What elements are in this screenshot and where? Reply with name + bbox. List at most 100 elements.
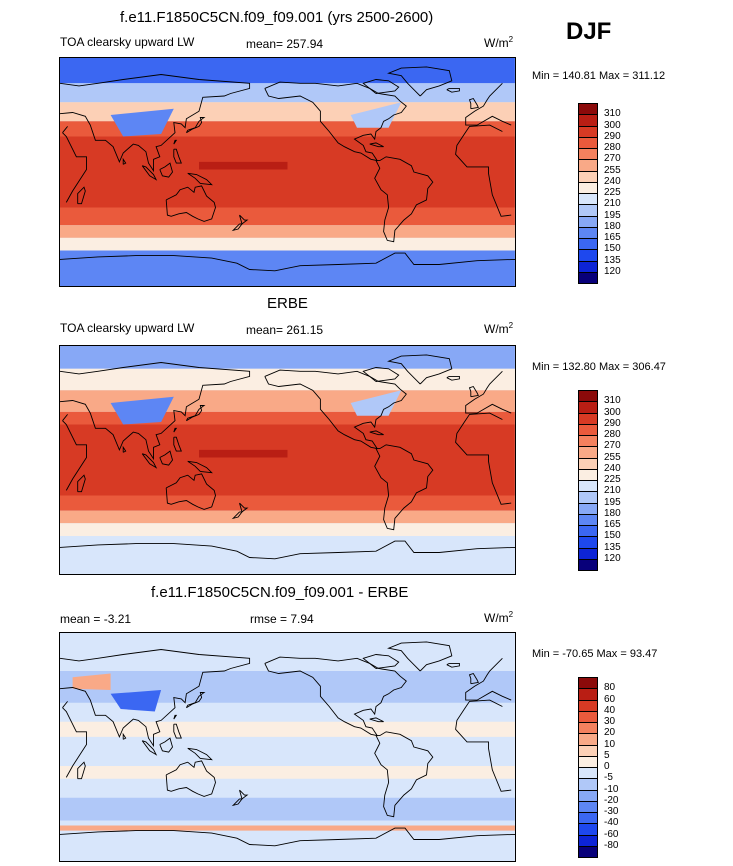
coastline-madagascar bbox=[77, 474, 86, 493]
colorbar-tick-label: 270 bbox=[604, 153, 621, 165]
coastline-philippines bbox=[173, 723, 182, 739]
field-band bbox=[60, 207, 515, 226]
panel1-colorbar: 120 135 150 165 180 195 210 225 240 255 270 280 290 3… bbox=[578, 103, 638, 284]
colorbar-tick-label: 310 bbox=[604, 395, 621, 407]
field-band bbox=[60, 390, 515, 412]
coastline-antarctica bbox=[60, 827, 515, 847]
coastline-newzealand bbox=[239, 214, 249, 225]
colorbar-segment bbox=[578, 558, 598, 571]
coastline-greenland bbox=[387, 354, 453, 385]
colorbar-tick-label: 120 bbox=[604, 265, 621, 277]
coastline-taiwan bbox=[173, 714, 178, 720]
panel1-minmax: Min = 140.81 Max = 311.12 bbox=[532, 70, 666, 82]
panel2-map bbox=[59, 345, 516, 575]
panel2-units-label: W/m2 bbox=[484, 321, 513, 336]
colorbar-tick-label: 0 bbox=[604, 761, 610, 772]
colorbar-tick-label: 120 bbox=[604, 552, 621, 564]
map-svg bbox=[60, 58, 515, 286]
coastline-baffin bbox=[362, 367, 400, 382]
field-patch-namerica bbox=[350, 102, 402, 128]
coastline-africa bbox=[62, 124, 512, 217]
panel2-title: ERBE bbox=[267, 295, 308, 312]
coastline-iceland bbox=[446, 87, 460, 93]
colorbar-tick-label: 180 bbox=[604, 220, 621, 232]
field-patch-tibet bbox=[110, 396, 174, 425]
colorbar-tick-label: 5 bbox=[604, 749, 610, 761]
colorbar-tick-label: 280 bbox=[604, 142, 621, 153]
field-patch-tibet bbox=[110, 690, 162, 712]
coastline-cuba bbox=[369, 430, 384, 436]
season-label: DJF bbox=[566, 18, 612, 45]
colorbar-tick-label: 30 bbox=[604, 716, 616, 727]
panel2-units-text: W/m bbox=[484, 322, 509, 336]
colorbar-tick-label: 300 bbox=[604, 406, 621, 418]
coastline-australia bbox=[165, 473, 216, 510]
coastline-madagascar bbox=[77, 761, 86, 780]
colorbar-tick-label: 195 bbox=[604, 209, 621, 221]
coastline-baffin bbox=[362, 79, 400, 94]
field-band bbox=[60, 536, 515, 574]
colorbar-tick-label: 165 bbox=[604, 232, 621, 243]
colorbar-tick-label: 210 bbox=[604, 198, 621, 210]
coastline-sumatra bbox=[141, 453, 158, 469]
colorbar-tick-label: -20 bbox=[604, 794, 619, 806]
coastline-baffin bbox=[362, 654, 400, 669]
field-band bbox=[60, 346, 515, 369]
field-band bbox=[60, 136, 515, 208]
panel3-units-label: W/m2 bbox=[484, 610, 513, 625]
coastline-southamerica bbox=[374, 444, 434, 531]
coastline-philippines bbox=[173, 436, 182, 452]
panel1-title: f.e11.F1850C5CN.f09_f09.001 (yrs 2500-26… bbox=[120, 9, 434, 26]
panel2-colorbar: 120 135 150 165 180 195 210 225 240 255 270 280 290 3… bbox=[578, 390, 638, 571]
coastline-greenland bbox=[387, 641, 453, 672]
panel3-colorbar: -80 -60 -40 -30 -20 -10 -5 0 5 10 20 30 40 60 80 bbox=[578, 677, 638, 858]
field-band bbox=[60, 368, 515, 391]
colorbar-tick-label: 165 bbox=[604, 519, 621, 530]
field-band bbox=[60, 102, 515, 122]
coastline-asia bbox=[60, 649, 512, 748]
coastline-uk bbox=[468, 672, 479, 685]
panel1-map bbox=[59, 57, 516, 287]
panel3-map bbox=[59, 632, 516, 862]
coastline-srilanka bbox=[122, 157, 127, 165]
field-band bbox=[60, 797, 515, 821]
panel1-mean-label: mean= 257.94 bbox=[246, 37, 324, 51]
coastline-newzealand bbox=[239, 789, 249, 800]
field-band bbox=[60, 671, 515, 703]
panel3-title: f.e11.F1850C5CN.f09_f09.001 - ERBE bbox=[151, 584, 409, 601]
coastline-cuba bbox=[369, 142, 384, 148]
colorbar-tick-label: 290 bbox=[604, 417, 621, 429]
colorbar-tick-label: 40 bbox=[604, 704, 616, 716]
field-band bbox=[60, 825, 515, 831]
colorbar-tick-label: 150 bbox=[604, 530, 621, 542]
coastline-newguinea bbox=[187, 747, 213, 761]
coastline-japan bbox=[186, 117, 206, 134]
coastline-japan bbox=[186, 405, 206, 422]
coastline-japan bbox=[186, 692, 206, 709]
field-patch-pacific bbox=[199, 449, 288, 458]
field-band bbox=[60, 495, 515, 511]
colorbar-segment bbox=[578, 845, 598, 858]
panel3-mean-label: mean = -3.21 bbox=[60, 612, 132, 626]
coastline-asia bbox=[60, 74, 512, 173]
coastline-africa bbox=[62, 412, 512, 505]
colorbar-tick-label: 210 bbox=[604, 485, 621, 497]
field-patch-namerica bbox=[350, 390, 402, 416]
coastline-iceland bbox=[446, 375, 460, 381]
field-band bbox=[60, 83, 515, 103]
coastline-philippines bbox=[173, 148, 182, 164]
panel2-variable-label: TOA clearsky upward LW bbox=[60, 321, 195, 335]
coastline-cuba bbox=[369, 717, 384, 723]
colorbar-tick-label: -10 bbox=[604, 783, 619, 795]
coastline-australia bbox=[165, 185, 216, 222]
coastline-newzealand2 bbox=[231, 223, 243, 232]
field-patch-siberia bbox=[72, 673, 111, 690]
field-band bbox=[60, 523, 515, 536]
panel1-variable-label: TOA clearsky upward LW bbox=[60, 35, 195, 49]
panel3-minmax: Min = -70.65 Max = 93.47 bbox=[532, 648, 658, 660]
colorbar-tick-label: 60 bbox=[604, 693, 616, 705]
colorbar-tick-label: 240 bbox=[604, 175, 621, 187]
colorbar-tick-label: -40 bbox=[604, 817, 619, 829]
coastline-uk bbox=[468, 385, 479, 398]
colorbar-tick-label: 270 bbox=[604, 440, 621, 452]
